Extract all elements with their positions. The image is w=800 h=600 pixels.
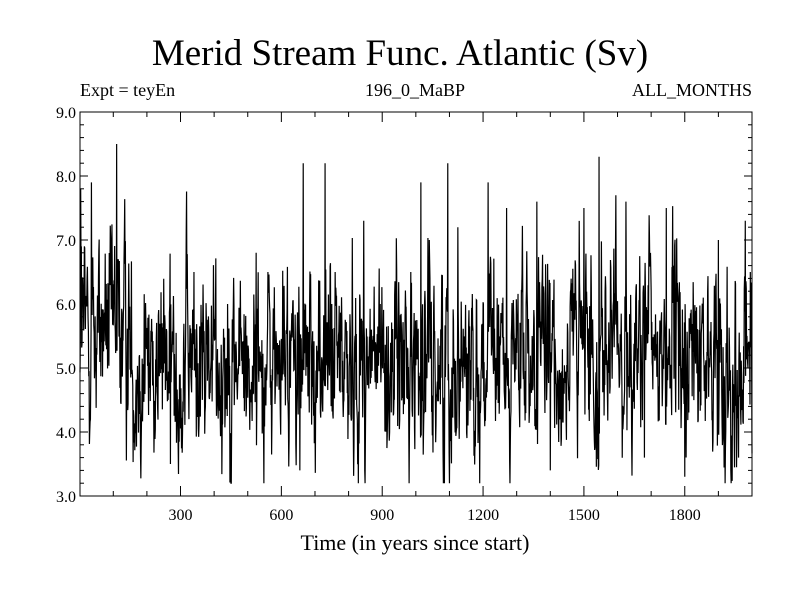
x-tick-label: 1500	[568, 507, 600, 524]
x-tick-label: 600	[269, 507, 293, 524]
y-tick-label: 3.0	[56, 489, 76, 506]
y-tick-label: 9.0	[56, 105, 76, 122]
y-tick-label: 7.0	[56, 233, 76, 250]
y-tick-label: 5.0	[56, 361, 76, 378]
x-axis-label: Time (in years since start)	[300, 530, 530, 555]
y-tick-label: 6.0	[56, 297, 76, 314]
x-tick-label: 1800	[669, 507, 701, 524]
chart-title: Merid Stream Func. Atlantic (Sv)	[151, 33, 649, 74]
y-tick-label: 4.0	[56, 425, 76, 442]
months-label: ALL_MONTHS	[632, 80, 752, 100]
experiment-label: Expt = teyEn	[80, 80, 176, 100]
x-tick-label: 300	[169, 507, 193, 524]
series-line	[79, 143, 753, 484]
y-tick-label: 8.0	[56, 169, 76, 186]
period-label: 196_0_MaBP	[364, 80, 465, 100]
x-tick-label: 1200	[467, 507, 499, 524]
x-tick-label: 900	[370, 507, 394, 524]
